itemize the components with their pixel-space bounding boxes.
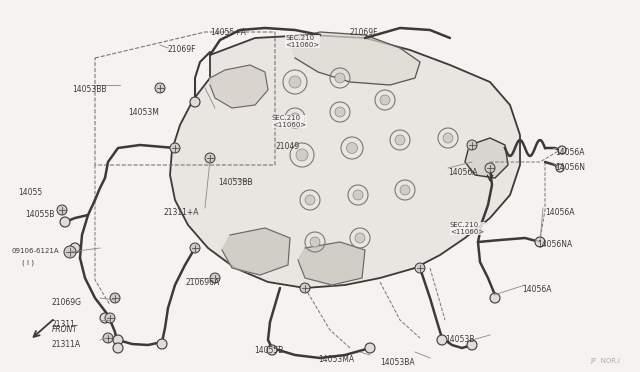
Circle shape: [485, 163, 495, 173]
Text: 14056A: 14056A: [522, 285, 552, 294]
Circle shape: [267, 345, 277, 355]
Text: 14056NA: 14056NA: [537, 240, 572, 249]
Polygon shape: [290, 32, 420, 85]
Text: 21069F: 21069F: [350, 28, 378, 37]
Circle shape: [100, 313, 110, 323]
Text: 14053B: 14053B: [445, 335, 474, 344]
Polygon shape: [465, 138, 508, 178]
Circle shape: [170, 143, 180, 153]
Circle shape: [305, 195, 315, 205]
Text: 14056A: 14056A: [448, 168, 477, 177]
Circle shape: [300, 283, 310, 293]
Circle shape: [155, 83, 165, 93]
Text: 14053MA: 14053MA: [318, 355, 354, 364]
Text: 14055+A: 14055+A: [210, 28, 246, 37]
Circle shape: [365, 343, 375, 353]
Text: 21311A: 21311A: [52, 340, 81, 349]
Circle shape: [210, 273, 220, 283]
Text: SEC.210
<11060>: SEC.210 <11060>: [285, 35, 319, 48]
Circle shape: [467, 140, 477, 150]
Text: ( I ): ( I ): [22, 260, 34, 266]
Polygon shape: [298, 242, 365, 285]
Polygon shape: [170, 35, 520, 288]
Circle shape: [64, 246, 76, 258]
Circle shape: [355, 233, 365, 243]
Text: 14053BB: 14053BB: [72, 85, 106, 94]
Text: 21069F: 21069F: [168, 45, 196, 54]
Text: SEC.210
<11060>: SEC.210 <11060>: [272, 115, 307, 128]
Circle shape: [558, 146, 566, 154]
Circle shape: [290, 113, 300, 123]
Circle shape: [335, 73, 345, 83]
Circle shape: [60, 217, 70, 227]
Text: SEC.210
<11060>: SEC.210 <11060>: [450, 222, 484, 235]
Circle shape: [346, 142, 358, 154]
Text: 21049: 21049: [275, 142, 299, 151]
Circle shape: [415, 263, 425, 273]
Circle shape: [310, 237, 320, 247]
Circle shape: [157, 339, 167, 349]
Text: FRONT: FRONT: [52, 325, 78, 334]
Text: 14055B: 14055B: [254, 346, 284, 355]
Circle shape: [205, 153, 215, 163]
Circle shape: [443, 133, 453, 143]
Circle shape: [437, 335, 447, 345]
Text: 14056A: 14056A: [545, 208, 575, 217]
Circle shape: [335, 107, 345, 117]
Circle shape: [535, 237, 545, 247]
Polygon shape: [210, 65, 268, 108]
Text: 14053M: 14053M: [128, 108, 159, 117]
Circle shape: [490, 293, 500, 303]
Circle shape: [103, 333, 113, 343]
Polygon shape: [222, 228, 290, 275]
Text: 14053BA: 14053BA: [380, 358, 415, 367]
Text: 21311+A: 21311+A: [163, 208, 198, 217]
Circle shape: [70, 243, 80, 253]
Text: 09106-6121A: 09106-6121A: [12, 248, 60, 254]
Text: 21311: 21311: [52, 320, 76, 329]
Circle shape: [105, 313, 115, 323]
Circle shape: [380, 95, 390, 105]
Text: JP  NOR.I: JP NOR.I: [590, 358, 620, 364]
Circle shape: [400, 185, 410, 195]
Circle shape: [113, 335, 123, 345]
Circle shape: [556, 164, 564, 172]
Circle shape: [110, 293, 120, 303]
Circle shape: [467, 340, 477, 350]
Text: 14053BB: 14053BB: [218, 178, 253, 187]
Circle shape: [190, 97, 200, 107]
Text: 14055: 14055: [18, 188, 42, 197]
Circle shape: [190, 243, 200, 253]
Circle shape: [395, 135, 405, 145]
Circle shape: [113, 343, 123, 353]
Text: 210696A: 210696A: [185, 278, 220, 287]
Text: 14056A: 14056A: [555, 148, 584, 157]
Circle shape: [57, 205, 67, 215]
Circle shape: [353, 190, 363, 200]
Text: 14055B: 14055B: [25, 210, 54, 219]
Text: 14056N: 14056N: [555, 163, 585, 172]
Circle shape: [289, 76, 301, 88]
Circle shape: [296, 149, 308, 161]
Text: 21069G: 21069G: [52, 298, 82, 307]
